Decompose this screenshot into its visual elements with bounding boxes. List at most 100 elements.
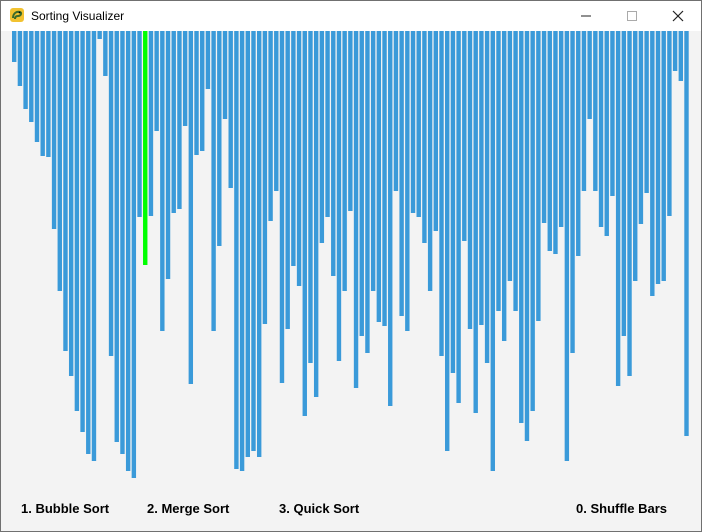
bar: [211, 31, 216, 331]
pygame-snake-icon: [10, 8, 24, 22]
bar: [302, 31, 307, 416]
bar: [462, 31, 467, 241]
bar: [536, 31, 541, 321]
bar: [325, 31, 330, 217]
bar: [46, 31, 51, 157]
bar: [120, 31, 125, 454]
bar: [148, 31, 154, 216]
maximize-button[interactable]: [609, 1, 655, 31]
bar: [621, 31, 627, 336]
bar: [456, 31, 461, 403]
bar: [496, 31, 501, 311]
bar: [644, 31, 649, 193]
bar: [12, 31, 17, 62]
bar: [638, 31, 644, 224]
bar: [68, 31, 74, 376]
bar: [513, 31, 518, 311]
bar: [650, 31, 655, 296]
bar: [160, 31, 165, 331]
merge-sort-option[interactable]: 2. Merge Sort: [147, 501, 230, 516]
bar: [308, 31, 313, 363]
bar: [34, 31, 40, 142]
bar: [615, 31, 621, 386]
bar: [194, 31, 199, 155]
bar: [74, 31, 80, 411]
bar: [530, 31, 535, 411]
bar: [331, 31, 336, 276]
bar: [382, 31, 387, 326]
bar: [467, 31, 473, 329]
bar: [63, 31, 68, 351]
bar: [200, 31, 205, 151]
bar: [393, 31, 399, 191]
bar: [365, 31, 370, 353]
bar: [217, 31, 222, 246]
bar: [279, 31, 285, 383]
bar: [501, 31, 507, 341]
bar: [103, 31, 108, 76]
bar: [245, 31, 250, 457]
window-title: Sorting Visualizer: [31, 9, 125, 23]
minimize-button[interactable]: [563, 1, 609, 31]
bar: [29, 31, 34, 122]
bar: [313, 31, 319, 397]
bar: [519, 31, 524, 423]
bar: [422, 31, 427, 243]
bar: [137, 31, 142, 217]
title-bar[interactable]: Sorting Visualizer: [1, 1, 701, 31]
bar: [655, 31, 661, 284]
bar: [576, 31, 581, 256]
bar: [154, 31, 159, 131]
bar: [97, 31, 102, 39]
bar: [131, 31, 137, 478]
bar: [661, 31, 666, 281]
bar: [564, 31, 570, 461]
bubble-sort-option[interactable]: 1. Bubble Sort: [21, 501, 110, 516]
bar: [558, 31, 564, 227]
bar: [342, 31, 347, 291]
bar: [484, 31, 490, 363]
bar: [262, 31, 268, 324]
bar: [598, 31, 604, 227]
bar: [188, 31, 194, 384]
bar: [182, 31, 188, 126]
bar: [610, 31, 615, 196]
bar: [633, 31, 638, 281]
bar: [336, 31, 342, 361]
bar: [416, 31, 421, 217]
bar: [570, 31, 575, 353]
bar: [581, 31, 587, 191]
bar: [388, 31, 393, 406]
bar: [17, 31, 23, 86]
bar: [348, 31, 353, 211]
bar-chart: [12, 31, 689, 478]
bar: [291, 31, 296, 266]
bar: [228, 31, 233, 188]
bar: [251, 31, 256, 451]
bar: [678, 31, 684, 81]
bar: [524, 31, 530, 441]
maximize-icon: [627, 11, 637, 21]
bar: [553, 31, 558, 254]
bar: [433, 31, 439, 231]
bar: [353, 31, 359, 388]
close-button[interactable]: [655, 1, 701, 31]
bar: [268, 31, 273, 221]
bar: [490, 31, 495, 471]
bar: [239, 31, 245, 471]
quick-sort-option[interactable]: 3. Quick Sort: [279, 501, 360, 516]
bar: [604, 31, 609, 236]
bar: [593, 31, 598, 191]
bar: [125, 31, 131, 471]
bar: [667, 31, 672, 216]
bar: [359, 31, 364, 336]
bar: [86, 31, 91, 454]
bar: [410, 31, 416, 213]
bar: [171, 31, 176, 213]
bar: [507, 31, 513, 281]
shuffle-bars-option[interactable]: 0. Shuffle Bars: [576, 501, 668, 516]
bar: [547, 31, 552, 251]
bar: [205, 31, 211, 89]
bar: [405, 31, 410, 331]
bar: [479, 31, 484, 325]
